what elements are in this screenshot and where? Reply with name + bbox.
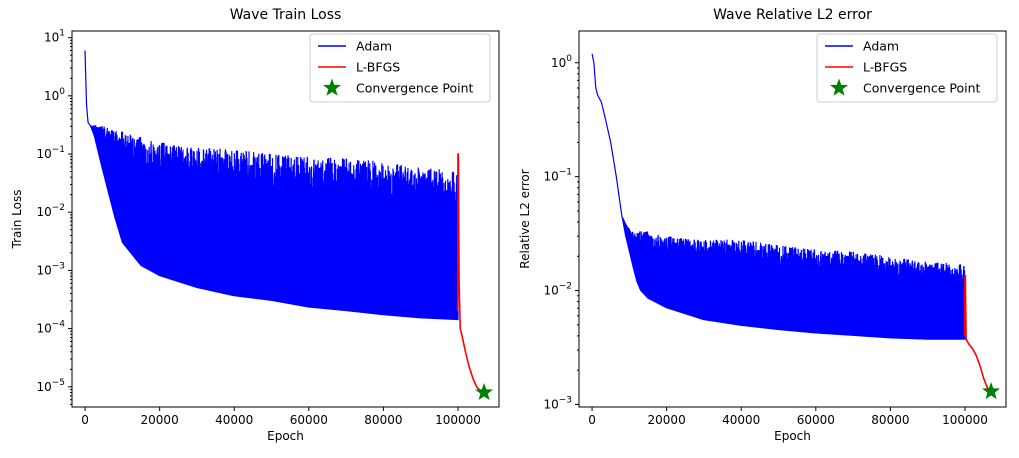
series-line-lbfgs bbox=[456, 153, 485, 394]
series-line-adam bbox=[591, 53, 966, 340]
y-tick-label: 100 bbox=[44, 87, 65, 103]
plot-area bbox=[591, 53, 992, 393]
chart-train-loss: 0 20000 40000 60000 80000 100000 10−5 10−4 10−3 1… bbox=[10, 7, 500, 443]
legend-entry-label: Adam bbox=[863, 39, 899, 54]
legend: Adam L-BFGS Convergence Point bbox=[816, 33, 998, 103]
y-axis-label: Train Loss bbox=[10, 190, 24, 250]
legend-entry-label: L-BFGS bbox=[863, 60, 907, 75]
x-tick-label: 100000 bbox=[942, 413, 988, 427]
legend: Adam L-BFGS Convergence Point bbox=[309, 33, 491, 103]
x-tick-label: 40000 bbox=[215, 413, 253, 427]
legend-star-swatch bbox=[323, 78, 341, 96]
series-line-adam bbox=[84, 50, 459, 321]
x-tick-label: 20000 bbox=[648, 413, 686, 427]
legend-frame bbox=[816, 33, 998, 103]
legend-entry-label: Convergence Point bbox=[356, 81, 474, 96]
y-tick-label: 10−2 bbox=[36, 203, 65, 219]
legend-entry-label: Adam bbox=[356, 39, 392, 54]
x-axis-label: Epoch bbox=[267, 429, 304, 443]
x-tick-label: 60000 bbox=[290, 413, 328, 427]
x-tick-label: 80000 bbox=[364, 413, 402, 427]
legend-star-swatch bbox=[830, 78, 848, 96]
y-tick-label: 10−5 bbox=[36, 378, 65, 394]
x-tick-label: 100000 bbox=[435, 413, 481, 427]
axes-frame bbox=[578, 30, 1007, 408]
axes-frame bbox=[71, 30, 500, 408]
x-tick-label: 40000 bbox=[722, 413, 760, 427]
x-axis-label: Epoch bbox=[774, 429, 811, 443]
series-line-lbfgs bbox=[963, 274, 992, 393]
plot-area bbox=[84, 50, 485, 394]
y-tick-label: 10−3 bbox=[36, 261, 65, 277]
chart-title: Wave Relative L2 error bbox=[713, 7, 872, 23]
x-tick-label: 20000 bbox=[141, 413, 179, 427]
chart-relative-l2-error: 0 20000 40000 60000 80000 100000 10−3 10−2 10−1 1… bbox=[518, 7, 1007, 443]
y-axis-label: Relative L2 error bbox=[518, 169, 532, 268]
legend-entry-label: Convergence Point bbox=[863, 81, 981, 96]
y-tick-label: 10−2 bbox=[543, 282, 572, 298]
x-tick-label: 0 bbox=[81, 413, 89, 427]
chart-title: Wave Train Loss bbox=[230, 7, 342, 23]
convergence-point-marker bbox=[982, 382, 1001, 400]
y-tick-label: 100 bbox=[551, 54, 572, 70]
y-tick-label: 10−3 bbox=[543, 395, 572, 411]
x-tick-label: 0 bbox=[588, 413, 596, 427]
y-tick-label: 10−4 bbox=[36, 320, 65, 336]
y-tick-label: 10−1 bbox=[36, 145, 65, 161]
convergence-point-marker bbox=[475, 383, 494, 401]
x-tick-label: 80000 bbox=[871, 413, 909, 427]
y-tick-label: 101 bbox=[44, 29, 65, 45]
y-tick-label: 10−1 bbox=[543, 168, 572, 184]
x-tick-label: 60000 bbox=[797, 413, 835, 427]
legend-frame bbox=[309, 33, 491, 103]
legend-entry-label: L-BFGS bbox=[356, 60, 400, 75]
